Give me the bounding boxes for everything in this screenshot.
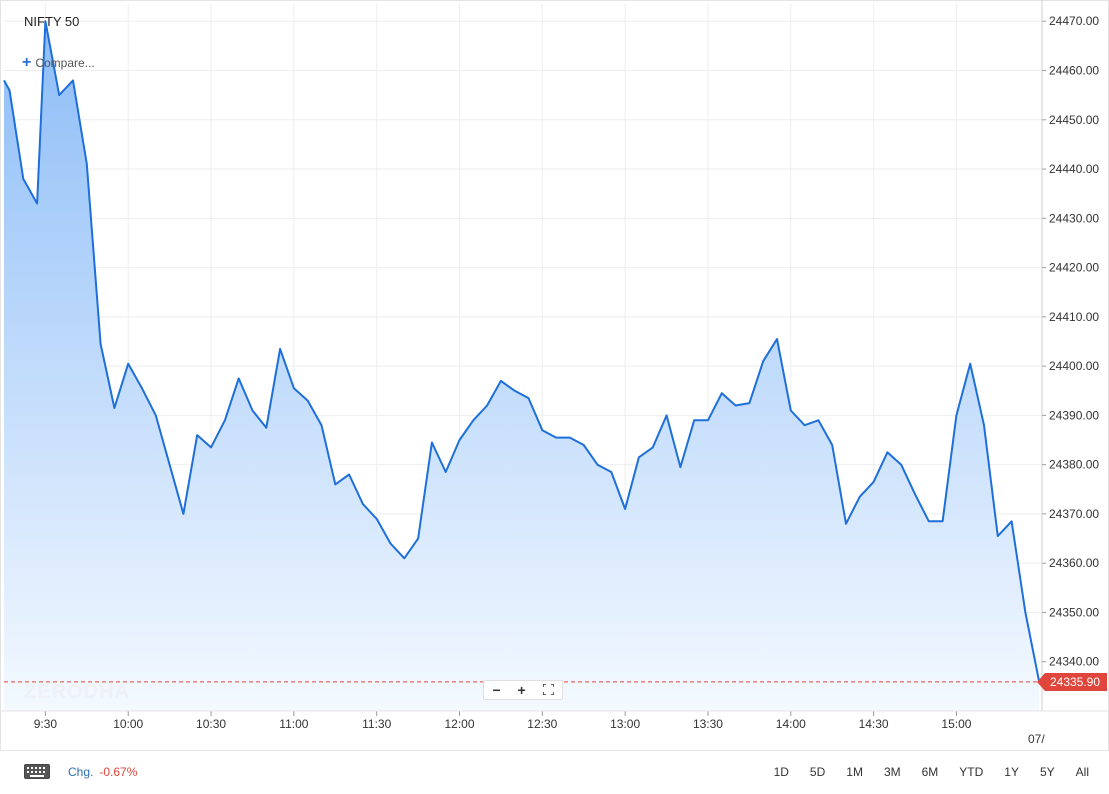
change-label: Chg.: [68, 765, 94, 779]
range-button-1m[interactable]: 1M: [846, 765, 863, 779]
range-button-all[interactable]: All: [1075, 765, 1089, 779]
x-tick-label: 15:00: [941, 717, 971, 731]
range-button-5y[interactable]: 5Y: [1039, 765, 1055, 779]
y-tick-label: 24340.00: [1049, 655, 1099, 669]
x-tick-label: 10:00: [113, 717, 143, 731]
x-tick-label: 13:00: [610, 717, 640, 731]
change-value: -0.67%: [99, 765, 138, 779]
range-button-3m[interactable]: 3M: [883, 765, 901, 779]
y-tick-label: 24400.00: [1049, 359, 1099, 373]
y-tick-label: 24430.00: [1049, 211, 1099, 225]
range-button-1y[interactable]: 1Y: [1004, 765, 1019, 779]
chart-plot[interactable]: 9:30 10:00 10:30 11:00 11:30 12:00 12:30 13:00 1…: [0, 0, 1109, 750]
y-tick-label: 24350.00: [1049, 605, 1099, 619]
keyboard-icon[interactable]: [24, 764, 50, 779]
x-tick-label: 10:30: [196, 717, 226, 731]
compare-label: Compare...: [35, 56, 95, 70]
y-tick-label: 24360.00: [1049, 556, 1099, 570]
zoom-controls: − +: [483, 680, 563, 700]
y-tick-label: 24470.00: [1049, 14, 1099, 28]
y-tick-label: 24440.00: [1049, 162, 1099, 176]
range-selector: 1D 5D 1M 3M 6M YTD 1Y 5Y All: [753, 765, 1089, 779]
series-area: [4, 21, 1040, 711]
x-tick-label: 13:30: [693, 717, 723, 731]
x-tick-label: 11:00: [279, 717, 308, 731]
symbol-title: NIFTY 50: [24, 14, 80, 29]
x-tick-label: 9:30: [34, 717, 58, 731]
y-tick-label: 24450.00: [1049, 113, 1099, 127]
series-line: [3, 20, 1041, 683]
range-button-ytd[interactable]: YTD: [959, 765, 984, 779]
plus-icon[interactable]: +: [517, 682, 526, 698]
last-price-tag: 24335.90: [1037, 672, 1107, 691]
y-tick-label: 24420.00: [1049, 261, 1099, 275]
x-tick-label: 14:00: [776, 717, 806, 731]
y-tick-label: 24460.00: [1049, 64, 1099, 78]
y-tick-label: 24380.00: [1049, 458, 1099, 472]
minus-icon[interactable]: −: [492, 682, 501, 698]
plus-icon: +: [22, 54, 32, 71]
change-readout: Chg. -0.67%: [68, 765, 137, 779]
chart-footer: Chg. -0.67% 1D 5D 1M 3M 6M YTD 1Y 5Y All: [0, 750, 1109, 794]
range-button-6m[interactable]: 6M: [921, 765, 939, 779]
compare-button[interactable]: + Compare...: [22, 54, 95, 71]
x-tick-label: 14:30: [859, 717, 889, 731]
x-tick-label: 11:30: [362, 717, 391, 731]
range-button-5d[interactable]: 5D: [809, 765, 826, 779]
y-tick-label: 24410.00: [1049, 310, 1099, 324]
y-tick-label: 24370.00: [1049, 507, 1099, 521]
watermark-logo: ZERODHA: [24, 681, 130, 703]
x-edge-label: 07/: [1028, 732, 1045, 746]
y-tick-label: 24390.00: [1049, 408, 1099, 422]
x-tick-label: 12:30: [527, 717, 557, 731]
fullscreen-icon[interactable]: [541, 683, 555, 697]
last-price-label: 24335.90: [1050, 675, 1100, 689]
range-button-1d[interactable]: 1D: [773, 765, 789, 779]
x-tick-label: 12:00: [444, 717, 474, 731]
